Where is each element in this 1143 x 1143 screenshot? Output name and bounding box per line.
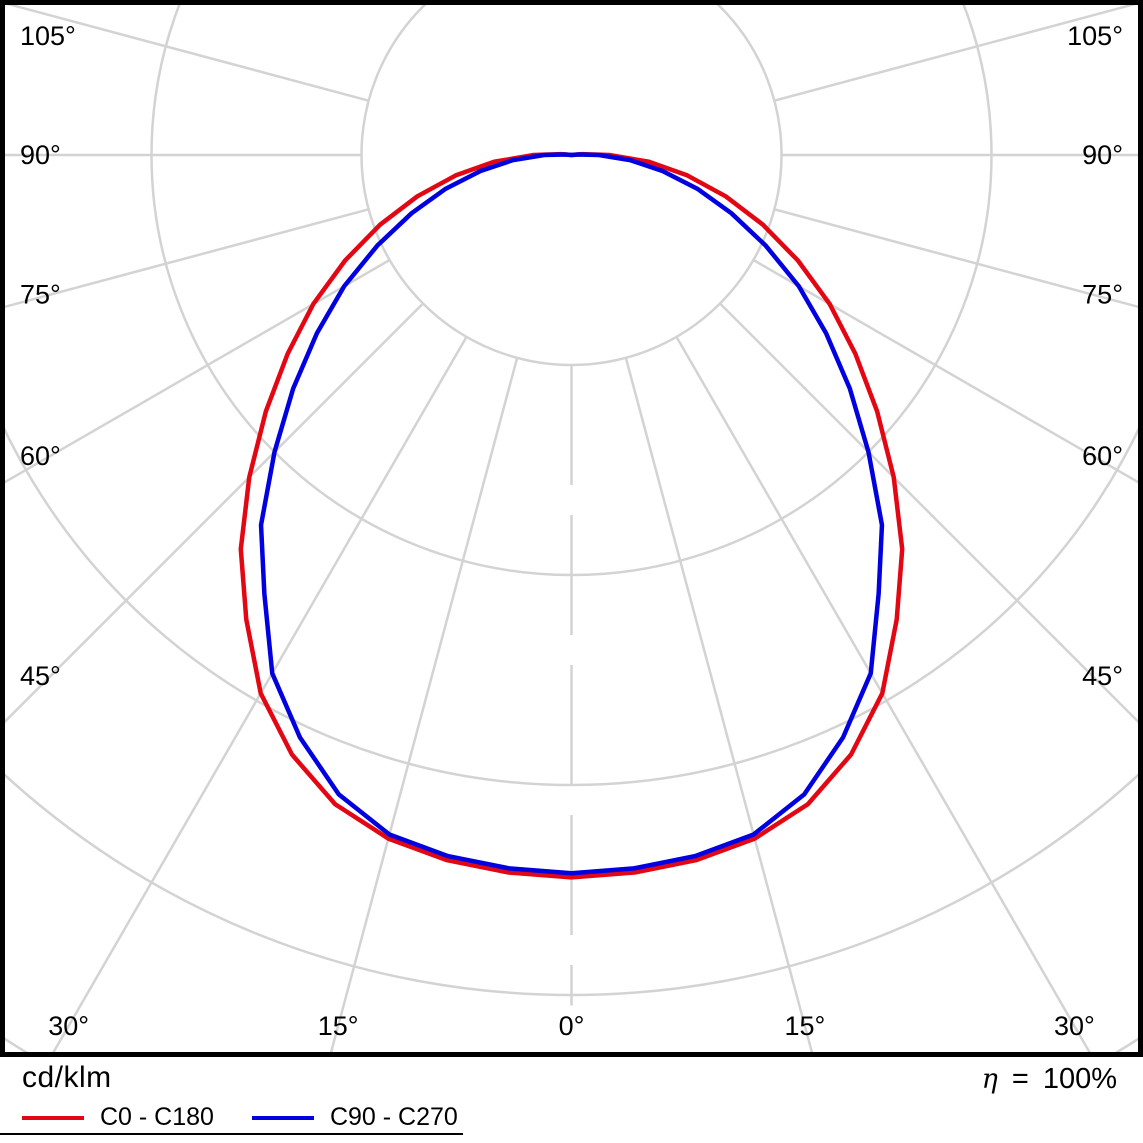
angle-tick-label: 105° [20,21,76,51]
legend-item: C0 - C180 [22,1103,214,1132]
polar-grid-spoke [719,302,1143,729]
angle-tick-label: 105° [1067,21,1123,51]
legend-line-swatch [251,1115,314,1120]
polar-grid-spoke [774,208,1143,310]
angle-tick-label: 15° [784,1011,825,1041]
angle-tick-label: 90° [20,140,61,170]
eta-symbol: η [981,1064,998,1095]
legend-underline [0,1133,463,1135]
legend-line-swatch [22,1115,84,1120]
polar-chart-svg: 0° 15° 15° 30° 30° 45° 45° 60° 60° 75° 75° 90° 90° 10… [0,0,1143,1057]
eta-value: 100% [1042,1063,1117,1095]
polar-grid-spoke [328,357,519,1057]
angle-tick-label: 45° [1082,661,1123,691]
polar-grid-spoke [675,336,1094,1057]
polar-grid-spoke [0,0,369,102]
polar-grid-spoke [624,357,815,1057]
polar-grid-spoke [752,258,1143,487]
angle-tick-label: 0° [559,1011,585,1041]
polar-grid-spoke [0,302,424,729]
angle-tick-label: 75° [1082,280,1123,310]
angle-tick-label: 30° [48,1011,89,1041]
angle-tick-label: 15° [318,1011,359,1041]
angle-tick-label: 90° [1082,140,1123,170]
efficiency-annotation: η = 100% [982,1063,1117,1096]
legend-label: C90 - C270 [329,1103,458,1131]
plot-border [0,0,1143,1057]
radial-unit-label: cd/klm [22,1061,112,1094]
polar-grid-spoke [0,258,391,487]
chart-footer: cd/klm η = 100% C0 - C180 C90 - C270 [0,1057,1143,1143]
series-curve-c90-c270 [258,152,885,876]
polar-plot-area: 0° 15° 15° 30° 30° 45° 45° 60° 60° 75° 75° 90° 90° 10… [0,0,1143,1057]
series-curve-c0-c180 [238,151,905,880]
angle-tick-label: 60° [20,441,61,471]
angle-tick-label: 60° [1082,441,1123,471]
chart-legend: C0 - C180 C90 - C270 [22,1103,458,1132]
angle-tick-label: 30° [1054,1011,1095,1041]
angle-tick-label: 45° [20,661,61,691]
polar-grid-spoke [49,336,468,1057]
legend-item: C90 - C270 [251,1103,458,1132]
polar-grid-circle [150,0,993,577]
polar-grid-spoke [0,208,369,310]
eta-equals: = [1011,1063,1029,1095]
legend-label: C0 - C180 [100,1103,214,1131]
polar-grid-spoke [774,0,1143,102]
angle-tick-label: 75° [20,280,61,310]
polar-grid-circle [360,0,783,367]
